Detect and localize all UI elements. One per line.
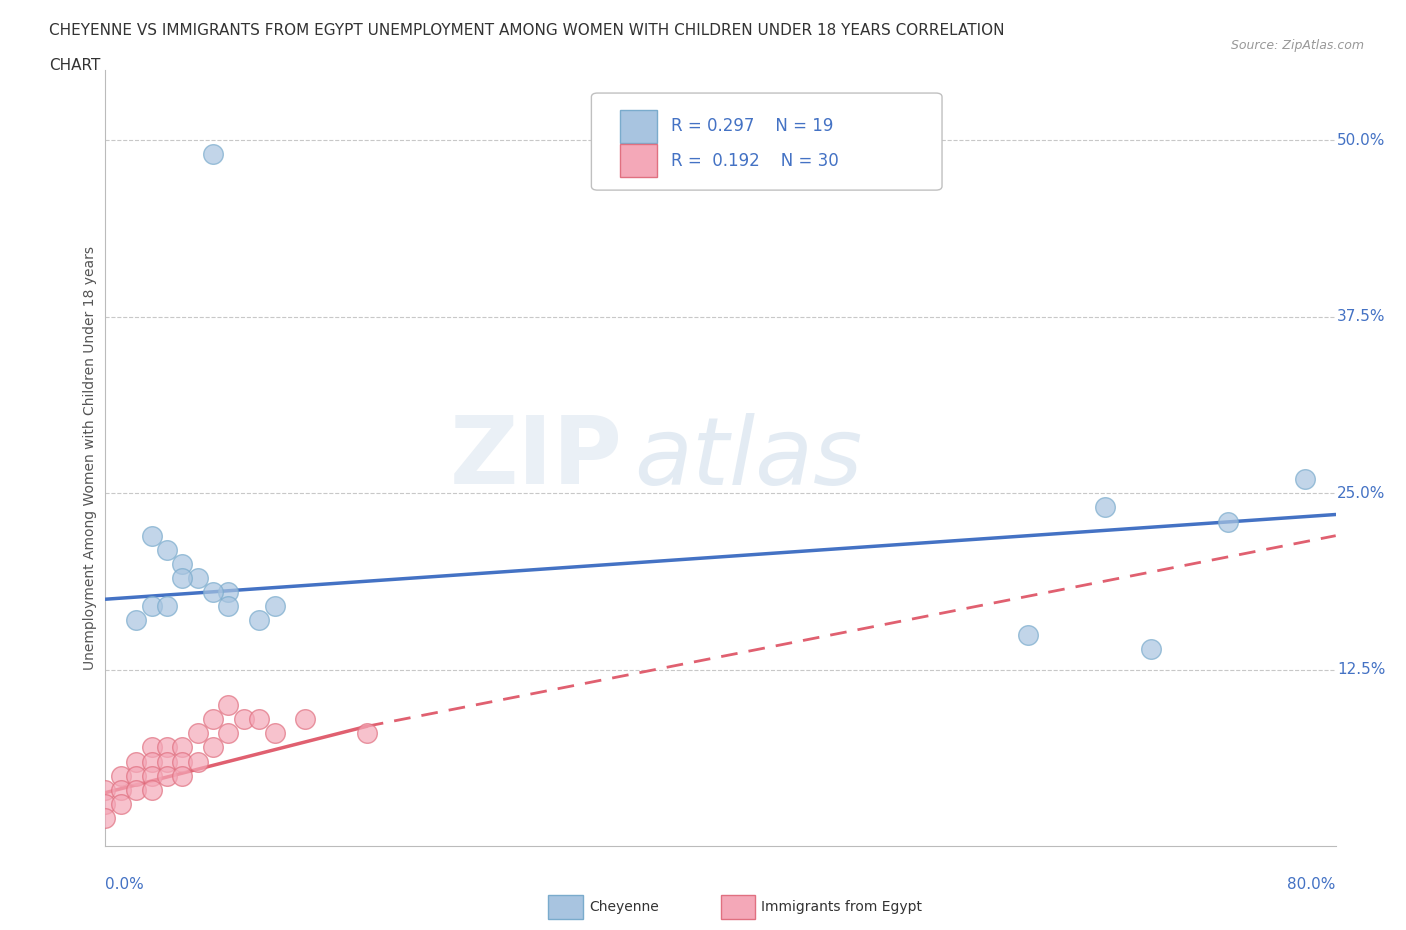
Point [110, 768, 132, 783]
Point [156, 599, 179, 614]
Point [172, 768, 194, 783]
Point [110, 796, 132, 811]
Text: 80.0%: 80.0% [1288, 877, 1336, 893]
Point [156, 542, 179, 557]
Point [1017, 627, 1039, 642]
Point [141, 528, 163, 543]
Point [202, 147, 225, 162]
Text: 25.0%: 25.0% [1337, 485, 1385, 501]
Text: Source: ZipAtlas.com: Source: ZipAtlas.com [1230, 39, 1364, 52]
Point [172, 571, 194, 586]
Point [356, 726, 378, 741]
Point [1216, 514, 1239, 529]
Point [141, 768, 163, 783]
FancyBboxPatch shape [592, 93, 942, 190]
Point [187, 754, 209, 769]
Point [202, 585, 225, 600]
Text: ZIP: ZIP [450, 412, 621, 504]
Point [156, 768, 179, 783]
Point [125, 613, 148, 628]
Point [156, 754, 179, 769]
Bar [548, 896, 583, 919]
Point [294, 711, 316, 726]
Text: atlas: atlas [634, 413, 863, 503]
Point [94, 796, 117, 811]
Point [125, 768, 148, 783]
Point [125, 782, 148, 797]
Bar [620, 144, 657, 177]
Point [232, 711, 254, 726]
Point [218, 698, 240, 712]
Text: CHEYENNE VS IMMIGRANTS FROM EGYPT UNEMPLOYMENT AMONG WOMEN WITH CHILDREN UNDER 1: CHEYENNE VS IMMIGRANTS FROM EGYPT UNEMPL… [49, 23, 1005, 38]
Point [218, 585, 240, 600]
Text: Immigrants from Egypt: Immigrants from Egypt [761, 900, 922, 914]
Point [141, 740, 163, 755]
Point [94, 782, 117, 797]
Text: R =  0.192    N = 30: R = 0.192 N = 30 [672, 152, 839, 169]
Point [141, 599, 163, 614]
Point [156, 740, 179, 755]
Y-axis label: Unemployment Among Women with Children Under 18 years: Unemployment Among Women with Children U… [83, 246, 97, 670]
Text: CHART: CHART [49, 58, 101, 73]
Text: 50.0%: 50.0% [1337, 133, 1385, 148]
Point [202, 740, 225, 755]
Text: 12.5%: 12.5% [1337, 662, 1385, 677]
Point [1094, 500, 1116, 515]
Text: 0.0%: 0.0% [105, 877, 145, 893]
Point [172, 754, 194, 769]
Point [141, 754, 163, 769]
Point [94, 811, 117, 826]
Text: 37.5%: 37.5% [1337, 310, 1385, 325]
Text: Cheyenne: Cheyenne [589, 900, 658, 914]
Text: R = 0.297    N = 19: R = 0.297 N = 19 [672, 117, 834, 136]
Point [141, 782, 163, 797]
Point [202, 711, 225, 726]
Point [172, 556, 194, 571]
Bar [620, 110, 657, 142]
Point [263, 726, 285, 741]
Point [247, 613, 270, 628]
Point [247, 711, 270, 726]
Point [1140, 641, 1163, 656]
Point [110, 782, 132, 797]
Point [125, 754, 148, 769]
Point [187, 726, 209, 741]
Point [218, 599, 240, 614]
Point [1294, 472, 1316, 486]
Point [187, 571, 209, 586]
Bar [721, 896, 755, 919]
Point [263, 599, 285, 614]
Point [172, 740, 194, 755]
Point [218, 726, 240, 741]
